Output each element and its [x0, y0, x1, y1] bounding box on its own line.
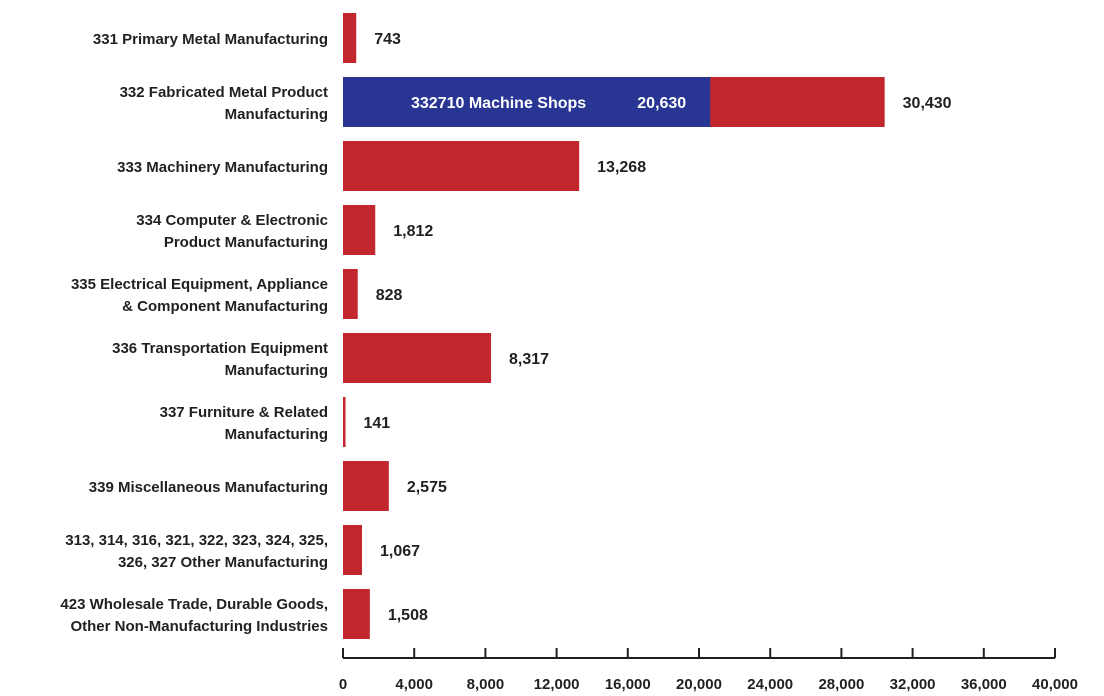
- bar: [343, 13, 357, 63]
- category-label: 313, 314, 316, 321, 322, 323, 324, 325,: [65, 532, 328, 549]
- category-label: 332 Fabricated Metal Product: [120, 84, 328, 101]
- bar: [343, 397, 346, 447]
- category-label: Product Manufacturing: [164, 234, 328, 251]
- category-label: 331 Primary Metal Manufacturing: [93, 31, 328, 48]
- category-label: 336 Transportation Equipment: [112, 340, 328, 357]
- x-axis: 0 4,000 8,000 12,000 16,000 20,000 24,000 28,00…: [339, 648, 1078, 693]
- bar: [343, 333, 492, 383]
- category-label: 337 Furniture & Related: [160, 404, 328, 421]
- category-label: 326, 327 Other Manufacturing: [118, 554, 328, 571]
- x-tick-label: 36,000: [961, 676, 1007, 693]
- category-label: Manufacturing: [225, 106, 328, 123]
- category-label: 334 Computer & Electronic: [136, 212, 328, 229]
- bar: [343, 461, 389, 511]
- x-tick-label: 16,000: [605, 676, 651, 693]
- value-label: 141: [364, 415, 391, 432]
- value-label: 828: [376, 287, 403, 304]
- bar: [343, 141, 580, 191]
- value-label: 2,575: [407, 479, 447, 496]
- category-label: & Component Manufacturing: [122, 298, 328, 315]
- category-labels: 331 Primary Metal Manufacturing 332 Fabri…: [60, 31, 328, 635]
- highlight-bar: [343, 77, 711, 127]
- x-tick-label: 0: [339, 676, 347, 693]
- value-label: 8,317: [509, 351, 549, 368]
- x-tick-label: 40,000: [1032, 676, 1078, 693]
- bar: [343, 589, 370, 639]
- value-label: 30,430: [903, 95, 952, 112]
- x-tick-label: 4,000: [395, 676, 433, 693]
- highlight-label: 332710 Machine Shops: [411, 95, 586, 112]
- x-tick-label: 28,000: [818, 676, 864, 693]
- value-label: 1,508: [388, 607, 428, 624]
- category-label: Other Non-Manufacturing Industries: [70, 618, 328, 635]
- bar: [343, 525, 362, 575]
- x-tick-label: 8,000: [467, 676, 505, 693]
- x-tick-label: 32,000: [890, 676, 936, 693]
- value-label: 13,268: [597, 159, 646, 176]
- x-tick-label: 24,000: [747, 676, 793, 693]
- x-tick-label: 20,000: [676, 676, 722, 693]
- bar: [343, 205, 376, 255]
- bars: [343, 13, 885, 639]
- category-label: 335 Electrical Equipment, Appliance: [71, 276, 328, 293]
- x-tick-label: 12,000: [534, 676, 580, 693]
- value-label: 1,812: [393, 223, 433, 240]
- category-label: 423 Wholesale Trade, Durable Goods,: [60, 596, 328, 613]
- value-label: 743: [374, 31, 401, 48]
- highlight-value-label: 20,630: [637, 95, 686, 112]
- category-label: 339 Miscellaneous Manufacturing: [89, 479, 328, 496]
- category-label: 333 Machinery Manufacturing: [117, 159, 328, 176]
- value-label: 1,067: [380, 543, 420, 560]
- category-label: Manufacturing: [225, 426, 328, 443]
- value-labels: 743 332710 Machine Shops 20,630 30,430 13,26…: [364, 31, 952, 624]
- category-label: Manufacturing: [225, 362, 328, 379]
- bar: [343, 269, 358, 319]
